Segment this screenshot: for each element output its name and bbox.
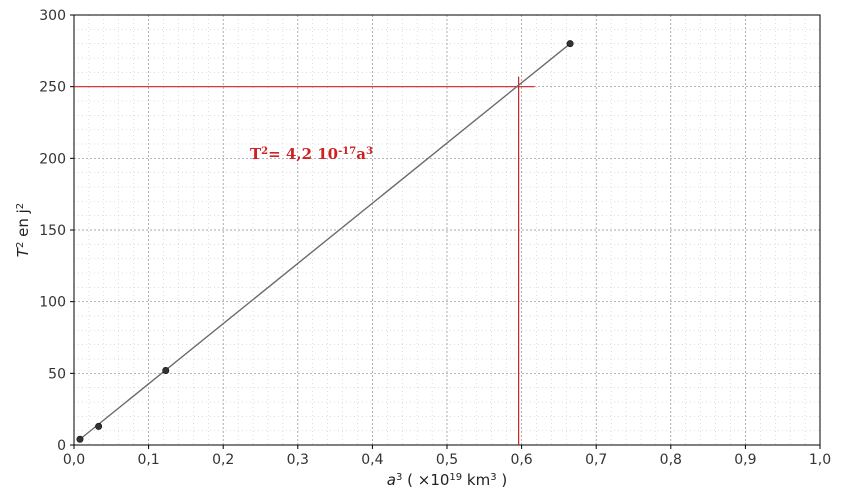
x-tick-label: 0,9 <box>734 452 756 468</box>
y-tick-label: 0 <box>57 438 66 454</box>
x-tick-label: 0,3 <box>287 452 309 468</box>
y-label-mid: en j <box>14 209 32 241</box>
y-tick-label: 300 <box>39 8 66 24</box>
y-axis-label: T2 en j2 <box>14 203 32 257</box>
x-tick-label: 0,7 <box>585 452 607 468</box>
data-point <box>566 40 574 48</box>
x-tick-label: 0,6 <box>510 452 532 468</box>
x-tick-label: 1,0 <box>809 452 831 468</box>
x-tick-label: 0,8 <box>660 452 682 468</box>
data-point <box>76 435 84 443</box>
x-label-unit-exp: 3 <box>490 472 496 483</box>
y-tick-label: 50 <box>48 366 66 382</box>
x-label-mid: ( ×10 <box>402 471 449 489</box>
data-point <box>95 422 103 430</box>
x-label-unit: km <box>462 471 490 489</box>
reference-lines <box>74 76 535 445</box>
annotation-base-exponent: 2 <box>261 146 268 157</box>
y-label-exp: 2 <box>15 242 26 248</box>
y-axis-ticks: 0 50 100 150 200 250 300 <box>39 8 74 454</box>
x-tick-label: 0,5 <box>436 452 458 468</box>
x-tick-label: 0,4 <box>361 452 383 468</box>
x-label-var: a <box>387 471 396 489</box>
x-tick-label: 0,1 <box>137 452 159 468</box>
annotation-power: -17 <box>338 146 356 157</box>
y-tick-label: 200 <box>39 151 66 167</box>
annotation-var-exponent: 3 <box>366 146 373 157</box>
data-points <box>76 40 574 443</box>
annotation-base: T <box>250 145 262 163</box>
x-tick-label: 0,0 <box>63 452 85 468</box>
x-tick-label: 0,2 <box>212 452 234 468</box>
fit-line <box>79 43 571 440</box>
y-tick-label: 150 <box>39 223 66 239</box>
x-label-pow: 19 <box>449 472 462 483</box>
data-point <box>162 366 170 374</box>
y-tick-label: 100 <box>39 295 66 311</box>
x-label-exp: 3 <box>396 472 402 483</box>
x-axis-label: a3 ( ×1019 km3 ) <box>387 471 507 489</box>
x-axis-ticks: 0,0 0,1 0,2 0,3 0,4 0,5 0,6 0,7 0,8 0,9 1,0 <box>63 445 831 468</box>
fit-line-group <box>79 43 571 440</box>
y-label-var: T <box>14 246 32 257</box>
y-label-unit-exp: 2 <box>15 203 26 209</box>
annotation-equation: T2= 4,2 10-17a3 <box>250 145 373 163</box>
annotation-var: a <box>356 145 366 163</box>
y-tick-label: 250 <box>39 80 66 96</box>
annotation-mid: = 4,2 10 <box>268 145 338 163</box>
x-label-end: ) <box>497 471 508 489</box>
